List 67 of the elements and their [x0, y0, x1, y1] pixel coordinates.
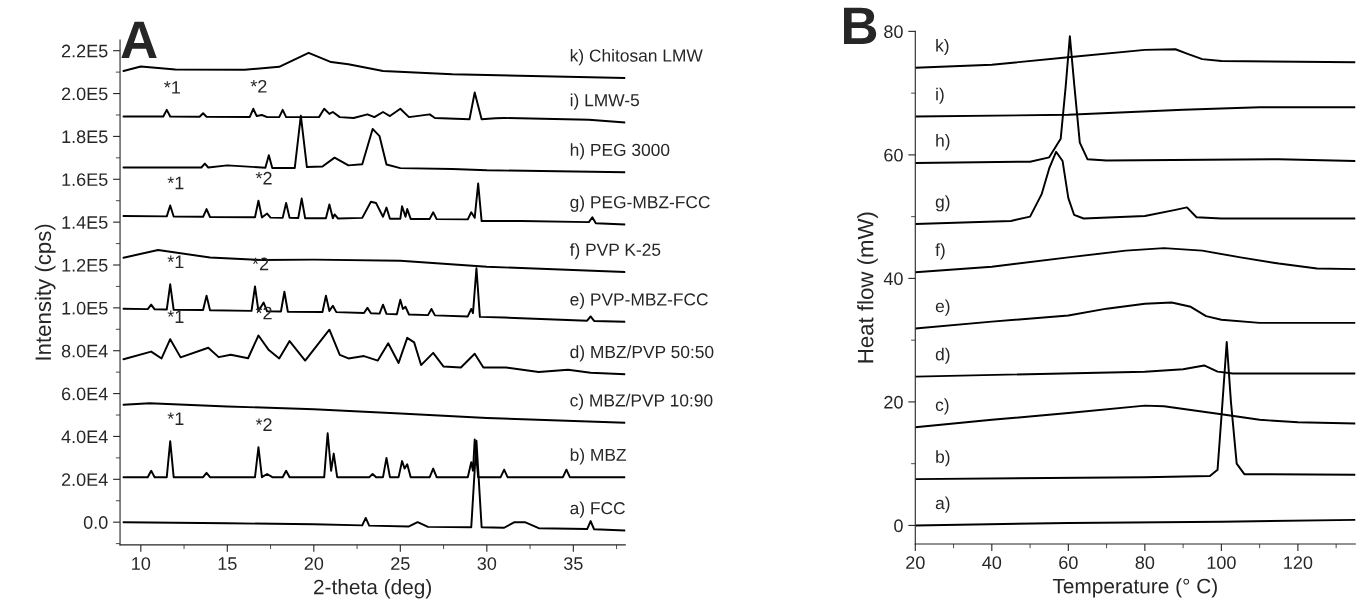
y-tick-label: 60	[884, 148, 903, 162]
series-label: h) PEG 3000	[570, 143, 670, 160]
series-label: f) PVP K-25	[569, 243, 661, 260]
x-axis-title: 2-theta (deg)	[314, 579, 431, 599]
line-series	[915, 301, 1356, 330]
series-label: h)	[936, 133, 950, 151]
y-tick-label: 1.8E5	[62, 130, 108, 144]
y-tick-label: 80	[884, 25, 903, 39]
series-label: k) Chitosan LMW	[570, 48, 703, 66]
series-label: d) MBZ/PVP 50:50	[570, 345, 714, 362]
x-tick-label: 10	[132, 557, 151, 570]
series-label: a)	[935, 496, 950, 513]
y-tick-label: 0.0	[83, 516, 108, 529]
series-label: g)	[935, 195, 950, 212]
x-tick-label: 15	[218, 557, 237, 570]
annotation: *2	[255, 306, 272, 320]
series-label: g) PEG-MBZ-FCC	[570, 195, 710, 212]
annotation: *1	[167, 310, 184, 323]
y-axis-title: Intensity (cps)	[34, 224, 56, 360]
annotation: *1	[164, 81, 180, 94]
series-label: b)	[936, 450, 950, 467]
y-tick-label: 2.2E5	[61, 44, 108, 58]
y-tick-label: 1.0E5	[62, 301, 108, 315]
y-tick-label: 20	[884, 395, 903, 409]
series-label: f)	[935, 243, 945, 260]
y-tick-label: 6.0E4	[61, 387, 108, 401]
y-tick-label: 1.6E5	[62, 173, 108, 186]
annotation: A	[121, 21, 157, 59]
x-tick-label: 20	[304, 557, 324, 570]
x-tick-label: 120	[1284, 556, 1313, 570]
y-axis-title: Heat flow (mW)	[857, 212, 878, 363]
series-label: i)	[936, 87, 944, 104]
series-label: b) MBZ	[570, 448, 627, 465]
line-series	[915, 341, 1356, 481]
y-tick-label: 2.0E4	[61, 473, 108, 487]
y-tick-label: 1.2E5	[62, 258, 108, 272]
series-label: c)	[935, 398, 949, 415]
x-tick-label: 30	[477, 557, 497, 570]
annotation: *2	[255, 171, 272, 185]
annotation: *1	[167, 412, 184, 425]
annotation: *1	[167, 176, 184, 190]
series-label: c) MBZ/PVP 10:90	[570, 393, 713, 410]
x-axis-title: Temperature (° C)	[1052, 578, 1217, 598]
series-label: d)	[935, 347, 950, 364]
series-label: i) LMW-5	[570, 93, 640, 110]
series-label: e)	[935, 299, 950, 316]
y-tick-label: 2.0E5	[61, 87, 108, 101]
x-tick-label: 25	[391, 557, 410, 570]
x-tick-label: 60	[1059, 556, 1078, 570]
x-tick-label: 100	[1207, 556, 1236, 570]
annotation: *2	[250, 79, 267, 93]
x-tick-label: 35	[563, 557, 583, 570]
y-tick-label: 4.0E4	[61, 430, 108, 444]
y-tick-label: 0	[894, 519, 903, 533]
series-label: a) FCC	[570, 501, 625, 518]
x-tick-label: 40	[982, 556, 1002, 570]
series-label: k)	[936, 38, 949, 56]
text: B	[844, 7, 877, 44]
y-tick-label: 40	[883, 272, 903, 286]
series-label: e) PVP-MBZ-FCC	[570, 292, 708, 310]
x-tick-label: 80	[1135, 556, 1155, 570]
y-tick-label: 1.4E5	[62, 216, 108, 229]
annotation: *2	[255, 418, 272, 431]
y-tick-label: 8.0E4	[61, 344, 108, 358]
annotation: *1	[167, 255, 184, 269]
x-tick-label: 20	[906, 556, 925, 570]
annotation: *2	[252, 257, 269, 271]
